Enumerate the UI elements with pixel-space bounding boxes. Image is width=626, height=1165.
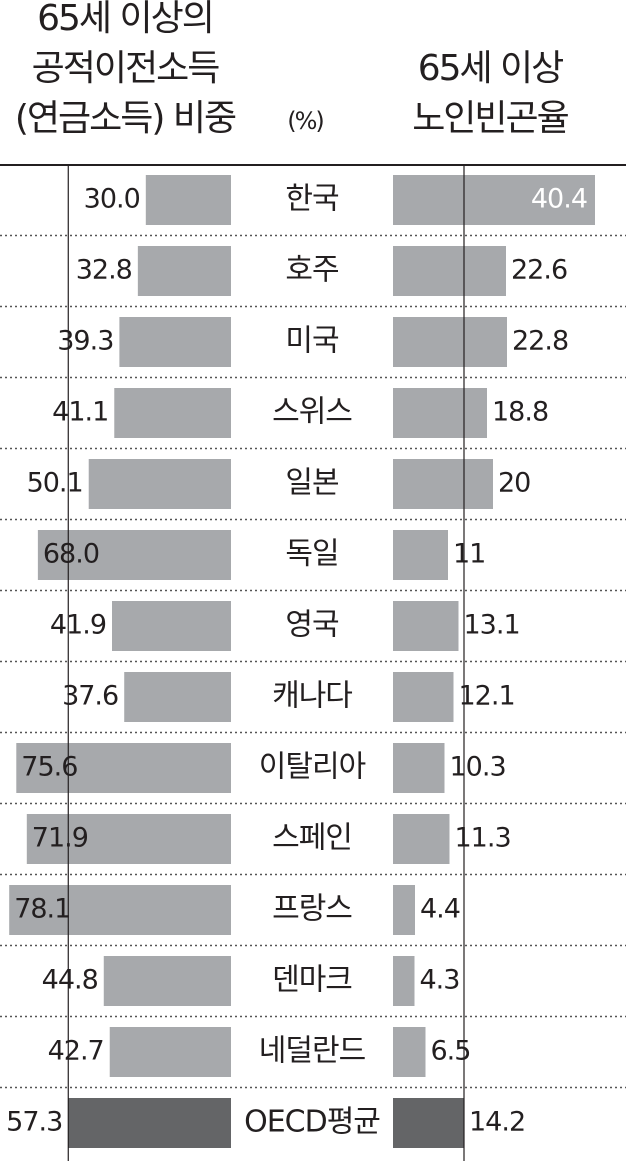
value-label: 13.1	[464, 610, 520, 641]
value-label: 71.9	[32, 823, 88, 854]
bar	[393, 1027, 426, 1077]
bar	[137, 246, 231, 296]
category-label: 이탈리아	[259, 750, 366, 785]
bar	[393, 459, 493, 509]
bar	[26, 814, 231, 864]
bar	[393, 601, 459, 651]
bar	[393, 388, 487, 438]
category-label: 프랑스	[272, 892, 352, 927]
bar	[393, 672, 454, 722]
value-label: 40.4	[531, 184, 587, 215]
value-label: 44.8	[42, 965, 98, 996]
value-label: 50.1	[27, 468, 83, 499]
value-label: 12.1	[459, 681, 515, 712]
value-label: 78.1	[14, 894, 70, 925]
category-label: 호주	[285, 253, 338, 288]
value-label: 39.3	[57, 326, 113, 357]
bar	[393, 317, 507, 367]
bar	[37, 530, 231, 580]
bar	[103, 956, 231, 1006]
bar	[9, 885, 232, 935]
category-label: 네덜란드	[259, 1034, 366, 1069]
category-label: 일본	[285, 466, 338, 501]
series-title: (연금소득) 비중	[15, 98, 236, 139]
value-label: 32.8	[76, 255, 132, 286]
value-label: 30.0	[84, 184, 140, 215]
bar	[109, 1027, 231, 1077]
series-title: 65세 이상의	[37, 0, 213, 39]
value-label: 22.8	[512, 326, 568, 357]
bar	[119, 317, 231, 367]
category-label: 독일	[285, 537, 338, 572]
category-label: 덴마크	[272, 963, 352, 998]
value-label: 18.8	[492, 397, 548, 428]
value-label: 14.2	[469, 1107, 525, 1138]
bar	[393, 956, 415, 1006]
category-label: 미국	[285, 324, 339, 359]
value-label: 57.3	[6, 1107, 62, 1138]
series-title: 노인빈곤율	[412, 98, 568, 139]
bar	[145, 175, 231, 225]
bar	[393, 246, 506, 296]
bar	[393, 814, 450, 864]
bar	[114, 388, 231, 438]
category-label: 스페인	[272, 821, 352, 856]
category-label: OECD평균	[244, 1105, 380, 1140]
bar	[393, 175, 595, 225]
bar	[124, 672, 231, 722]
bar	[393, 885, 415, 935]
value-label: 4.4	[420, 894, 460, 925]
value-label: 22.6	[511, 255, 567, 286]
category-label: 캐나다	[272, 679, 352, 714]
series-title: 65세 이상	[418, 48, 563, 89]
unit-label: (%)	[287, 107, 323, 135]
value-label: 41.9	[50, 610, 106, 641]
bar	[393, 743, 445, 793]
value-label: 6.5	[431, 1036, 471, 1067]
value-label: 41.1	[52, 397, 108, 428]
bar	[16, 743, 231, 793]
bar	[88, 459, 231, 509]
category-label: 한국	[285, 182, 339, 217]
value-label: 75.6	[21, 752, 77, 783]
value-label: 10.3	[450, 752, 506, 783]
value-label: 11.3	[455, 823, 511, 854]
value-label: 11	[453, 539, 485, 570]
value-label: 37.6	[62, 681, 118, 712]
bar	[393, 1098, 464, 1148]
bar	[393, 530, 448, 580]
value-label: 68.0	[43, 539, 99, 570]
bar	[112, 601, 231, 651]
value-label: 20	[498, 468, 530, 499]
category-label: 스위스	[272, 395, 352, 430]
value-label: 42.7	[48, 1036, 104, 1067]
value-label: 4.3	[420, 965, 460, 996]
series-title: 공적이전소득	[32, 48, 220, 89]
category-label: 영국	[285, 608, 339, 643]
bar	[68, 1098, 231, 1148]
